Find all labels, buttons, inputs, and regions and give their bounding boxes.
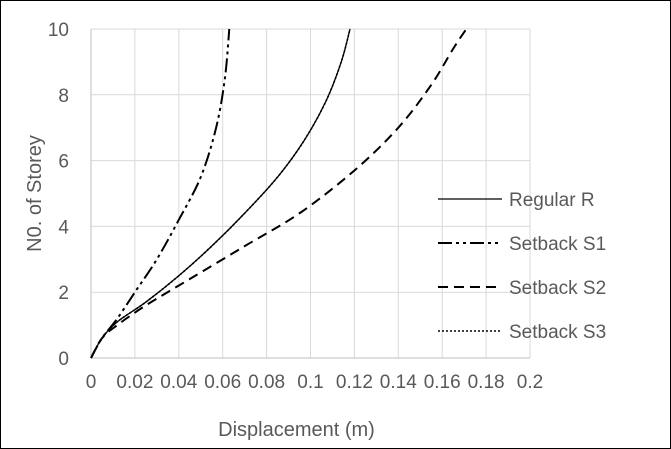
x-tick-label: 0.12 bbox=[336, 372, 373, 393]
x-tick-label: 0.18 bbox=[468, 372, 505, 393]
series-line-setback-s1 bbox=[90, 28, 231, 359]
y-tick-label: 0 bbox=[58, 349, 69, 370]
legend-label-regular-r: Regular R bbox=[509, 190, 595, 211]
series-line-setback-s3 bbox=[90, 28, 351, 359]
legend-label-setback-s3: Setback S3 bbox=[509, 322, 606, 343]
series-layer bbox=[90, 28, 468, 359]
legend-label-setback-s2: Setback S2 bbox=[509, 278, 606, 299]
x-axis-title: Displacement (m) bbox=[218, 419, 375, 441]
y-tick-label: 2 bbox=[58, 283, 69, 304]
x-tick-label: 0.04 bbox=[160, 372, 197, 393]
legend-label-setback-s1: Setback S1 bbox=[509, 234, 606, 255]
y-tick-label: 4 bbox=[58, 217, 69, 238]
legend: Regular R Setback S1 Setback S2 Setback S3 bbox=[438, 190, 606, 343]
y-tick-label: 10 bbox=[48, 20, 69, 41]
x-tick-label: 0.16 bbox=[424, 372, 461, 393]
y-tick-label: 6 bbox=[58, 152, 69, 173]
y-axis-title: N0. of Storey bbox=[24, 135, 46, 252]
x-tick-label: 0.2 bbox=[517, 372, 543, 393]
x-tick-label: 0.06 bbox=[204, 372, 241, 393]
axis-layer: 0 0.02 0.04 0.06 0.08 0.1 0.12 0.14 0.16 0.18 0.2 0… bbox=[48, 20, 543, 393]
y-tick-label: 8 bbox=[58, 86, 69, 107]
x-tick-label: 0.1 bbox=[297, 372, 323, 393]
series-line-setback-s2 bbox=[90, 28, 468, 359]
x-tick-label: 0.02 bbox=[116, 372, 153, 393]
x-tick-label: 0 bbox=[86, 372, 97, 393]
x-tick-label: 0.08 bbox=[248, 372, 285, 393]
x-tick-label: 0.14 bbox=[380, 372, 417, 393]
